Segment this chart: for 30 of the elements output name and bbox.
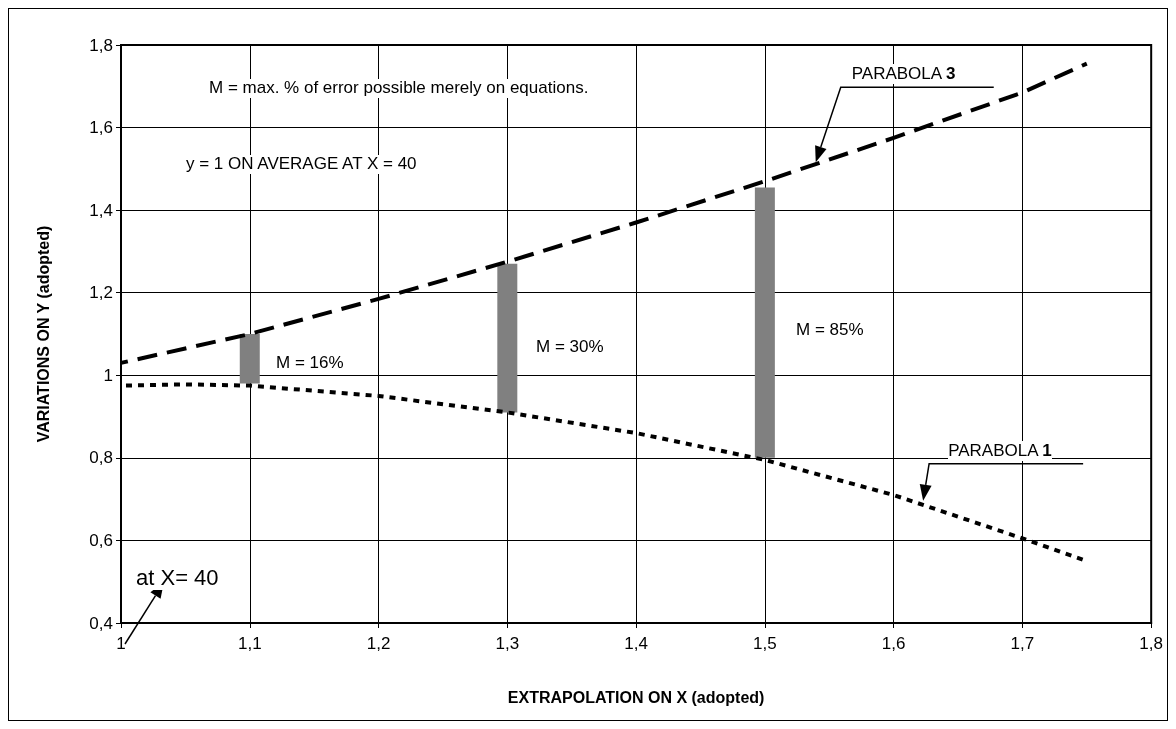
x-tick-label: 1,1 bbox=[237, 634, 262, 653]
x-tick-label: 1,3 bbox=[495, 634, 520, 653]
y-tick-label: 1,2 bbox=[89, 283, 113, 303]
bar bbox=[497, 263, 518, 413]
x-axis-title: EXTRAPOLATION ON X (adopted) bbox=[507, 688, 765, 706]
y-tick-label: 0,4 bbox=[89, 613, 113, 633]
annotation: y = 1 ON AVERAGE AT X = 40 bbox=[186, 154, 417, 173]
annotation: M = max. % of error possible merely on equations. bbox=[209, 78, 589, 97]
bar bbox=[239, 334, 260, 384]
y-tick-label: 1,4 bbox=[89, 200, 113, 220]
y-tick-label: 1,6 bbox=[89, 118, 113, 138]
text: PARABOLA 1 bbox=[948, 440, 1052, 461]
y-axis-title: VARIATIONS ON Y (adopted) bbox=[34, 225, 52, 443]
annotation: at X= 40 bbox=[136, 565, 219, 590]
series-label: PARABOLA 3 bbox=[851, 64, 956, 85]
y-tick-label: 0,8 bbox=[89, 448, 113, 468]
x-tick-label: 1,4 bbox=[624, 634, 648, 653]
annotation: M = 85% bbox=[796, 320, 864, 339]
bar bbox=[754, 187, 775, 458]
annotation: M = 16% bbox=[276, 353, 344, 372]
x-tick-label: 1 bbox=[116, 634, 126, 653]
x-tick-label: 1,7 bbox=[1010, 634, 1035, 653]
y-tick-label: 0,6 bbox=[89, 530, 113, 550]
x-tick-label: 1,2 bbox=[366, 634, 391, 653]
x-tick-label: 1,6 bbox=[881, 634, 906, 653]
y-tick-label: 1 bbox=[103, 365, 113, 385]
x-tick-label: 1,8 bbox=[1139, 634, 1163, 653]
x-tick-label: 1,5 bbox=[753, 634, 777, 653]
y-tick-label: 1,8 bbox=[89, 35, 113, 55]
annotation: M = 30% bbox=[536, 337, 604, 356]
